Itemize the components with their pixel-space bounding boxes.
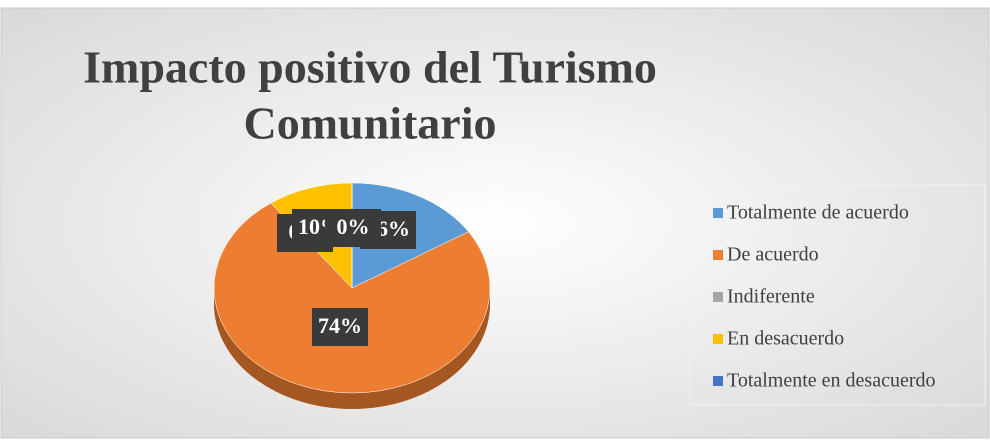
legend-swatch [713,250,723,260]
legend-label: En desacuerdo [727,328,844,350]
legend-label: Totalmente de acuerdo [727,202,909,224]
legend-label: Totalmente en desacuerdo [727,370,936,392]
chart-background [0,7,990,439]
legend-swatch [713,334,723,344]
legend-box [689,184,986,406]
data-label: 74% [312,308,368,346]
data-label: 0% [325,209,381,247]
legend-swatch [713,292,723,302]
legend-swatch [713,376,723,386]
chart-title: Impacto positivo del Turismo [83,42,657,93]
legend-swatch [713,208,723,218]
legend-label: Indiferente [727,286,815,308]
data-label-text: 74% [318,313,362,338]
data-label-text: 0% [337,214,370,239]
data-label-box [325,209,381,247]
data-label-box [312,308,368,346]
legend-label: De acuerdo [727,244,819,266]
chart-title: Comunitario [244,98,497,149]
